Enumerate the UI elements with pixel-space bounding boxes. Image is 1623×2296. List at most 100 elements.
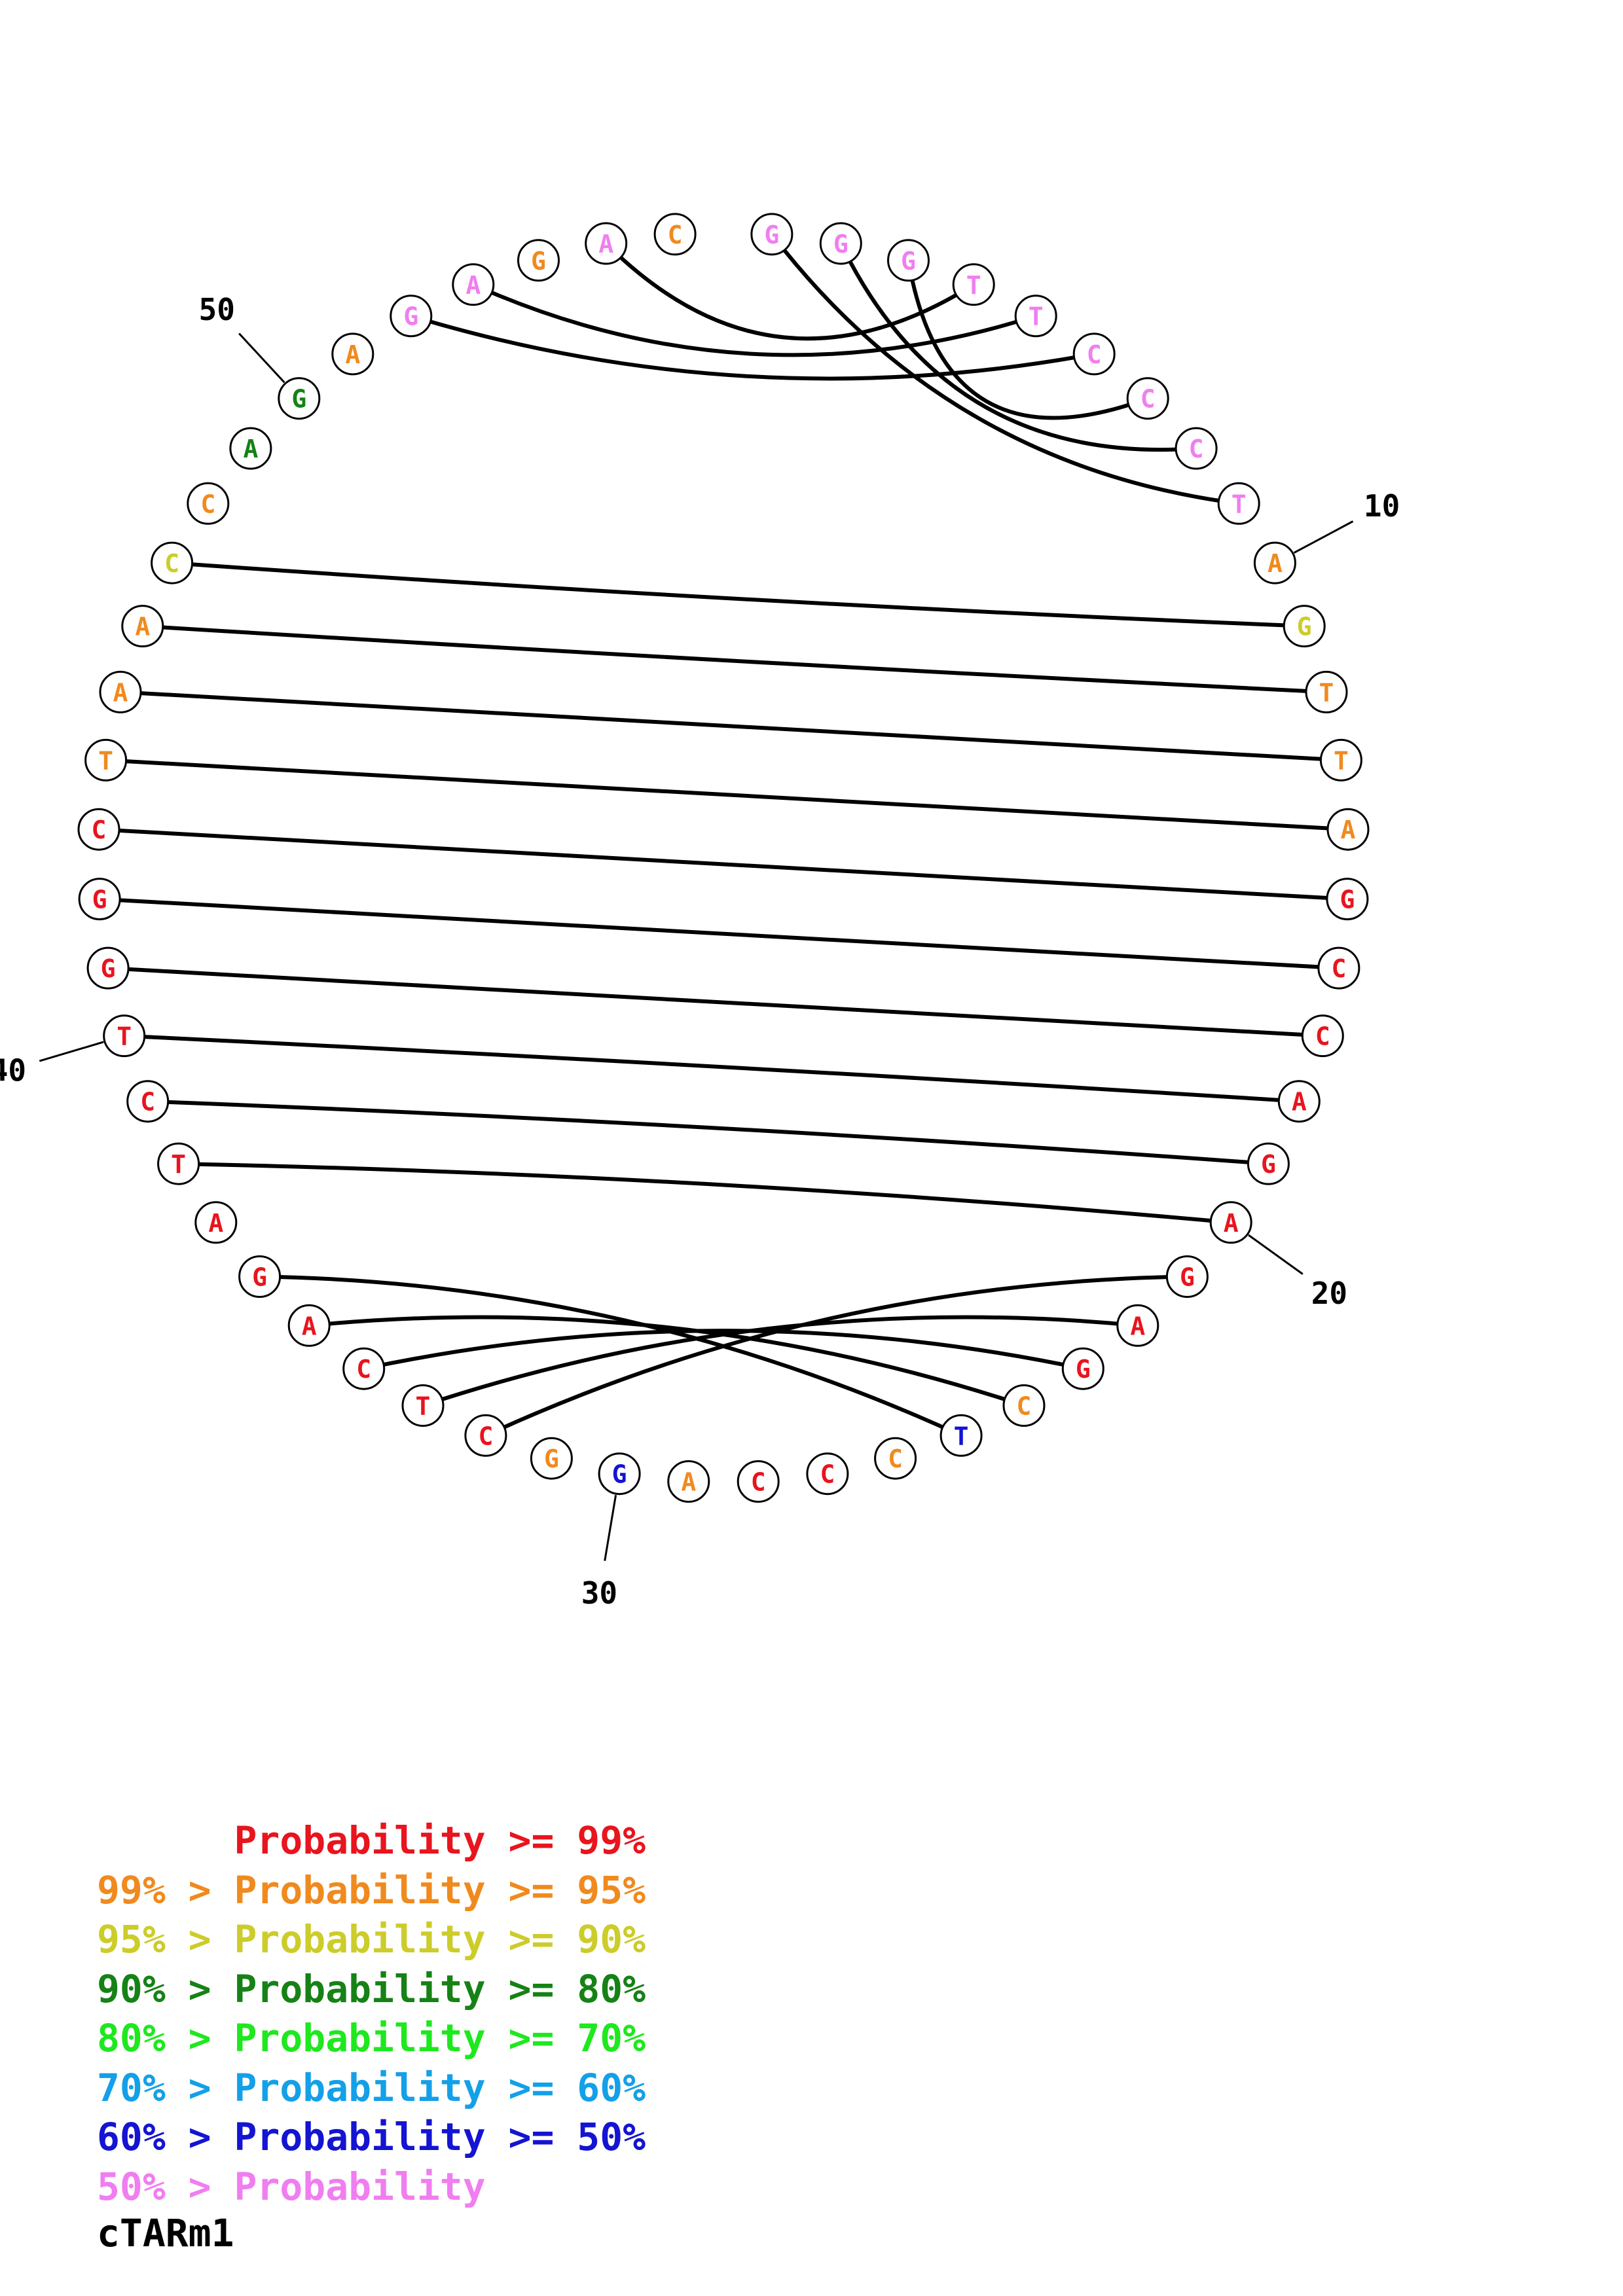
nucleotide-43: C	[77, 808, 120, 851]
nucleotide-circle	[238, 1255, 282, 1298]
nucleotide-20: A	[1209, 1201, 1252, 1244]
nucleotide-39: C	[126, 1080, 170, 1123]
nucleotide-circle	[1305, 670, 1348, 713]
nucleotide-letter: G	[1180, 1263, 1195, 1292]
base-pair-17-41	[107, 966, 1323, 1038]
nucleotide-letter: G	[612, 1460, 627, 1489]
nucleotide-circle	[151, 541, 194, 584]
nucleotide-circle	[1126, 377, 1169, 420]
probability-legend: Probability >= 99% 99% > Probability >= 9…	[97, 1816, 646, 2212]
nucleotide-circle	[187, 482, 230, 525]
nucleotide-letter: C	[200, 490, 215, 518]
nucleotide-circle	[229, 427, 272, 470]
nucleotide-letter: A	[243, 435, 258, 463]
nucleotide-27: C	[806, 1452, 849, 1496]
nucleotide-circle	[517, 239, 560, 282]
base-pair-25-36	[259, 1274, 962, 1438]
position-tick	[604, 1494, 617, 1562]
nucleotide-circle	[1165, 1255, 1209, 1298]
nucleotide-circle	[939, 1414, 983, 1457]
nucleotide-letter: G	[92, 886, 107, 914]
nucleotide-56: C	[653, 213, 697, 256]
nucleotide-16: C	[1317, 946, 1360, 990]
nucleotide-letter: G	[901, 247, 916, 276]
nucleotide-circle	[1247, 1142, 1290, 1185]
base-pair-12-46	[142, 624, 1327, 694]
nucleotide-letter: T	[171, 1150, 186, 1179]
nucleotide-letter: C	[356, 1355, 371, 1384]
position-tick	[238, 332, 285, 384]
nucleotide-letter: G	[252, 1263, 267, 1292]
nucleotide-40: T	[103, 1014, 146, 1058]
nucleotide-circle	[1253, 541, 1296, 584]
nucleotide-circle	[1002, 1384, 1046, 1427]
nucleotide-55: A	[585, 222, 628, 265]
nucleotide-10: A	[1253, 541, 1296, 584]
nucleotide-circle	[401, 1384, 445, 1427]
nucleotide-letter: C	[1017, 1392, 1032, 1421]
nucleotide-48: C	[187, 482, 230, 525]
nucleotide-33: T	[401, 1384, 445, 1427]
nucleotide-letter: A	[1341, 816, 1356, 844]
nucleotide-35: A	[287, 1304, 331, 1347]
base-pair-24-35	[308, 1315, 1025, 1408]
nucleotide-8: C	[1175, 427, 1218, 470]
nucleotide-circle	[99, 670, 142, 713]
nucleotide-circle	[126, 1080, 170, 1123]
nucleotide-17: C	[1301, 1014, 1344, 1058]
nucleotide-11: G	[1283, 605, 1326, 648]
nucleotide-circle	[887, 239, 930, 282]
nucleotide-ring: G GGTTCCCTAGTTAGCCAGAGAGCTCCCAGGCTCAGATCT…	[77, 213, 1370, 1503]
nucleotide-12: T	[1305, 670, 1348, 713]
nucleotide-38: T	[157, 1142, 200, 1185]
nucleotide-7: C	[1126, 377, 1169, 420]
nucleotide-51: A	[331, 332, 374, 376]
nucleotide-letter: G	[1340, 886, 1355, 914]
nucleotide-21: G	[1165, 1255, 1209, 1298]
nucleotide-circle	[1319, 738, 1362, 781]
nucleotide-letter: T	[1029, 302, 1044, 331]
nucleotide-letter: C	[478, 1422, 493, 1450]
nucleotide-5: T	[1014, 295, 1057, 338]
nucleotide-letter: G	[531, 247, 546, 276]
nucleotide-15: G	[1326, 878, 1369, 921]
position-label: 10	[1364, 488, 1400, 524]
nucleotide-letter: G	[1297, 613, 1312, 641]
nucleotide-circle	[77, 808, 120, 851]
nucleotide-circle	[287, 1304, 331, 1347]
nucleotide-6: C	[1072, 332, 1116, 376]
nucleotide-30: G	[598, 1452, 641, 1496]
nucleotide-letter: T	[416, 1392, 431, 1421]
nucleotide-3: G	[887, 239, 930, 282]
base-pair-21-32	[484, 1274, 1188, 1438]
nucleotide-letter: G	[1076, 1355, 1091, 1384]
nucleotide-letter: G	[291, 385, 306, 414]
nucleotide-letter: G	[544, 1444, 559, 1473]
nucleotide-letter: A	[465, 271, 481, 300]
nucleotide-letter: C	[668, 221, 683, 249]
base-pair-22-33	[422, 1315, 1139, 1408]
nucleotide-circle	[750, 213, 793, 256]
nucleotide-circle	[1116, 1304, 1159, 1347]
nucleotide-letter: C	[820, 1460, 835, 1489]
nucleotide-letter: C	[1189, 435, 1204, 463]
nucleotide-letter: C	[164, 549, 179, 578]
nucleotide-1: G	[750, 213, 793, 256]
nucleotide-45: A	[99, 670, 142, 713]
nucleotide-circle	[874, 1437, 917, 1480]
nucleotide-circle	[103, 1014, 146, 1058]
nucleotide-circle	[342, 1347, 386, 1390]
nucleotide-letter: A	[1224, 1209, 1239, 1238]
structure-name: cTARm1	[97, 2211, 234, 2255]
nucleotide-circle	[1301, 1014, 1344, 1058]
nucleotide-42: G	[78, 878, 121, 921]
nucleotide-circle	[1283, 605, 1326, 648]
nucleotide-letter: A	[345, 340, 360, 369]
nucleotide-circle	[78, 878, 121, 921]
nucleotide-circle	[1217, 482, 1260, 525]
base-pair-5-53	[472, 283, 1037, 357]
nucleotide-13: T	[1319, 738, 1362, 781]
position-tick	[1293, 520, 1354, 554]
position-ticks	[39, 332, 1354, 1562]
